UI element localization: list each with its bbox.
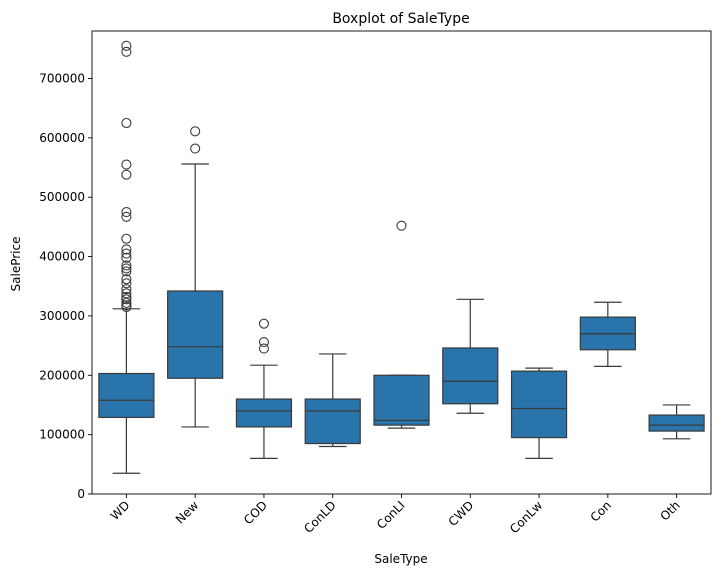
outlier-point	[121, 274, 132, 285]
y-tick-label: 700000	[39, 71, 85, 85]
y-tick-label: 0	[77, 487, 85, 501]
outlier-point	[121, 244, 132, 255]
chart-title: Boxplot of SaleType	[332, 11, 469, 27]
outlier-point	[258, 318, 269, 329]
x-tick-label: Con	[588, 498, 614, 524]
y-tick-label: 500000	[39, 190, 85, 204]
outlier-point	[121, 266, 132, 277]
x-tick-label: ConLI	[374, 498, 408, 532]
outlier-point	[121, 284, 132, 295]
outlier-point	[121, 297, 132, 308]
box-group-cod	[235, 318, 293, 459]
box	[98, 372, 155, 419]
outlier-point	[121, 294, 132, 305]
box-group-new	[167, 126, 224, 428]
y-tick-label: 300000	[39, 309, 85, 323]
outlier-point	[190, 143, 201, 154]
outlier-point	[121, 301, 132, 313]
x-tick-label: Oth	[657, 498, 682, 523]
box-group-wd	[98, 40, 155, 474]
outlier-point	[121, 252, 132, 263]
outlier-point	[121, 211, 132, 222]
x-tick-label: WD	[108, 498, 133, 523]
outlier-point	[121, 233, 132, 244]
outlier-point	[121, 263, 132, 274]
box	[510, 370, 568, 439]
box	[373, 374, 430, 426]
y-tick-label: 200000	[39, 368, 85, 382]
x-tick-label: ConLw	[507, 498, 545, 536]
box-group-con	[579, 301, 636, 367]
box	[304, 398, 361, 445]
outlier-point	[121, 206, 132, 218]
outlier-point	[121, 291, 132, 302]
x-tick-label: ConLD	[301, 498, 339, 536]
x-tick-label: CWD	[446, 498, 477, 529]
outlier-point	[396, 220, 407, 231]
x-tick-label: COD	[241, 498, 270, 527]
axes-frame	[91, 30, 712, 495]
box-group-conli	[373, 220, 430, 429]
outlier-point	[121, 40, 132, 51]
outlier-point	[258, 336, 269, 348]
outlier-point	[121, 260, 132, 271]
x-tick-label: New	[173, 498, 202, 527]
plot-area: 0 100000 200000 300000 400000 500000 600000 700…	[39, 30, 712, 536]
outlier-point	[121, 248, 132, 259]
outlier-point	[121, 159, 132, 170]
x-axis-label: SaleType	[374, 552, 427, 566]
box	[442, 347, 499, 405]
box-group-oth	[648, 404, 705, 440]
box-group-conld	[304, 353, 361, 448]
y-axis-label: SalePrice	[9, 237, 23, 292]
outlier-point	[121, 46, 132, 57]
outlier-point	[258, 343, 269, 354]
outlier-point	[121, 117, 132, 129]
outlier-point	[121, 278, 132, 289]
box-group-cwd	[442, 298, 499, 414]
box	[235, 398, 293, 428]
box-group-conlw	[510, 367, 568, 459]
outlier-point	[190, 126, 201, 137]
box	[648, 414, 705, 432]
outlier-point	[121, 169, 132, 180]
y-tick-label: 100000	[39, 428, 85, 442]
box	[167, 290, 224, 379]
y-tick-label: 600000	[39, 131, 85, 145]
y-tick-label: 400000	[39, 250, 85, 264]
